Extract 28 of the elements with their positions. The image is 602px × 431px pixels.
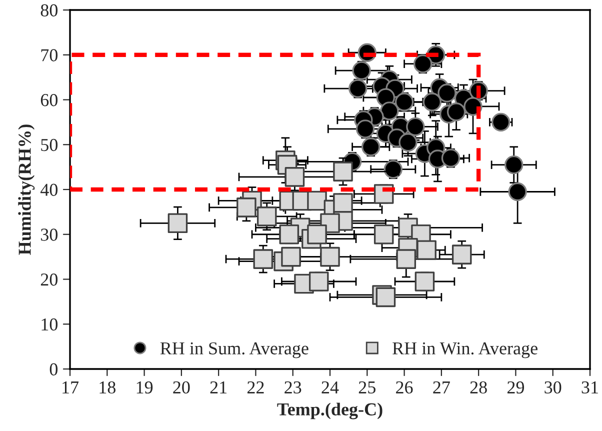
x-tick-label: 18 [100,381,116,394]
x-tick-label: 21 [210,381,227,394]
y-tick-label: 30 [41,228,58,241]
y-tick-label: 70 [41,49,58,62]
y-tick-label: 80 [40,4,58,16]
y-tick-label: 50 [41,138,58,152]
y-tick-label: 20 [40,274,58,286]
x-tick-label: 27 [433,381,450,394]
x-axis-title: Temp.(deg-C) [277,402,382,420]
y-tick-label: 10 [42,318,58,331]
x-tick-label: 29 [507,381,524,394]
x-tick-label: 20 [173,381,190,394]
y-tick-label: 0 [50,363,58,376]
x-tick-label: 28 [470,381,487,394]
legend-label: RH in Sum. Average [160,342,308,358]
x-tick-label: 22 [247,381,264,394]
x-tick-label: 17 [62,381,79,394]
x-tick-label: 31 [582,381,598,394]
x-tick-label: 25 [358,381,376,394]
legend-label: RH in Win. Average [392,342,538,358]
y-tick-label: 60 [40,94,58,106]
x-tick-label: 30 [544,381,562,394]
x-tick-label: 23 [284,381,302,394]
x-tick-label: 26 [396,381,413,394]
x-tick-label: 19 [136,381,153,394]
y-axis-title: Humidity(RH%) [18,124,35,255]
y-tick-label: 40 [40,184,58,196]
x-tick-label: 24 [322,381,339,394]
